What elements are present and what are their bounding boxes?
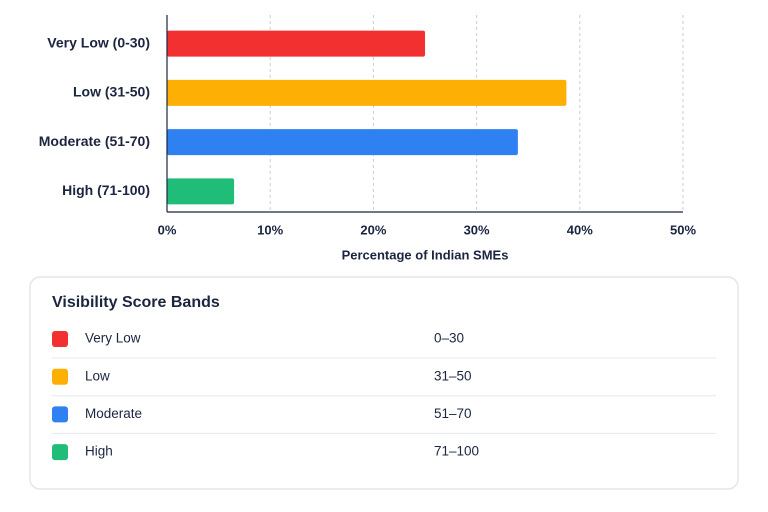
- x-tick-label: 0%: [158, 222, 177, 237]
- band-range: 71–100: [434, 444, 479, 459]
- x-tick-label: 50%: [670, 222, 696, 237]
- color-swatch: [52, 406, 68, 423]
- x-tick-label: 40%: [567, 222, 593, 237]
- band-label: Low: [85, 368, 110, 383]
- legend-table-title: Visibility Score Bands: [52, 294, 220, 311]
- color-swatch: [52, 444, 68, 461]
- x-tick-label: 30%: [464, 222, 490, 237]
- bar: [167, 79, 567, 106]
- band-range: 51–70: [434, 406, 472, 421]
- band-label: Moderate: [85, 406, 142, 421]
- band-range: 0–30: [434, 331, 464, 346]
- color-swatch: [52, 331, 68, 347]
- x-tick-label: 10%: [257, 222, 283, 237]
- y-tick-label: Moderate (51-70): [39, 133, 150, 149]
- band-range: 31–50: [434, 368, 472, 383]
- legend-table-box: [29, 276, 739, 490]
- band-label: Very Low: [85, 331, 141, 346]
- bar: [167, 129, 518, 156]
- band-label: High: [85, 444, 113, 459]
- color-swatch: [52, 368, 68, 385]
- y-tick-label: Low (31-50): [73, 84, 150, 100]
- x-tick-label: 20%: [360, 222, 386, 237]
- x-axis-title: Percentage of Indian SMEs: [342, 247, 509, 262]
- y-tick-label: Very Low (0-30): [47, 34, 150, 50]
- y-tick-label: High (71-100): [62, 182, 150, 198]
- bar: [167, 30, 425, 57]
- bar: [167, 178, 235, 205]
